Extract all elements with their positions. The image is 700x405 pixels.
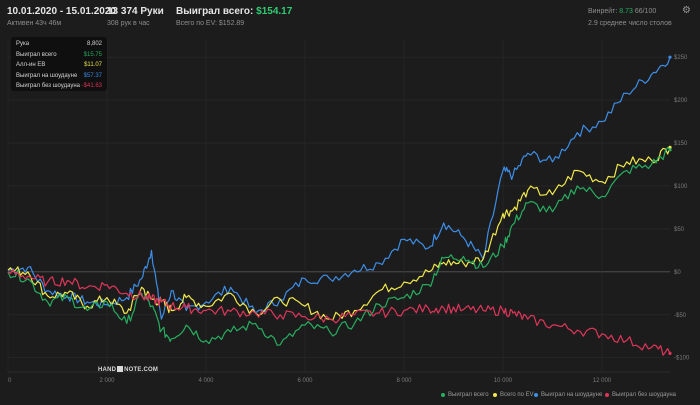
y-axis-ticks: -$100 -$50 $0 $50 $100 $150 $200 $250 — [674, 55, 690, 362]
hands-per-hour: 308 рук в час — [107, 20, 150, 27]
handnote-logo: HAND NOTE.COM — [98, 366, 158, 373]
x-tick-label: 8 000 — [396, 378, 412, 384]
x-axis-ticks: 0 2 000 4 000 6 000 8 000 10 000 12 000 — [8, 378, 612, 384]
y-tick-label: $100 — [674, 184, 688, 190]
hands-block: 13 374 Руки 308 рук в час — [107, 6, 164, 29]
y-tick-label: $250 — [674, 55, 688, 61]
x-tick-label: 10 000 — [494, 378, 513, 384]
series-end-point — [668, 351, 672, 356]
logo-left: HAND — [98, 367, 117, 373]
winrate-label: Винрейт: — [588, 8, 618, 15]
series-line — [7, 147, 671, 321]
legend-dot-icon — [605, 393, 609, 397]
y-tick-label: $150 — [674, 141, 688, 147]
series-end-point — [668, 148, 672, 152]
y-tick-label: -$100 — [674, 356, 690, 362]
legend-dot-icon — [493, 393, 497, 397]
tooltip-row-hand: Рука 8,802 — [16, 41, 102, 47]
series-line — [7, 57, 671, 320]
x-tick-label: 4 000 — [198, 378, 214, 384]
won-total-value: $154.17 — [256, 6, 293, 17]
winrate-block: Винрейт: 8.73 66/100 2.9 среднее число с… — [588, 6, 672, 29]
legend-dot-icon — [534, 393, 538, 397]
logo-right: NOTE.COM — [124, 367, 159, 373]
won-block: Выиграл всего: $154.17 Всего по EV: $152… — [176, 6, 292, 29]
y-tick-label: $0 — [674, 270, 681, 276]
legend-item-sd[interactable]: Выиграл на шоудауне — [534, 392, 602, 398]
x-tick-label: 0 — [8, 378, 12, 384]
active-time: Активен 43ч 46м — [7, 20, 62, 27]
series-end-point — [668, 145, 672, 149]
legend-dot-icon — [441, 393, 445, 397]
avg-tables: 2.9 среднее число столов — [588, 20, 672, 27]
logo-mark-icon — [117, 366, 124, 372]
chart-series — [7, 55, 672, 356]
date-range-block: 10.01.2020 - 15.01.2020 Активен 43ч 46м — [7, 6, 116, 29]
series-end-point — [668, 55, 672, 59]
tooltip-row-sd: Выиграл на шоудауне $57.37 — [16, 72, 102, 79]
gear-icon[interactable]: ⚙ — [682, 5, 691, 16]
tooltip-row-ev: Алл-ин EB $11.07 — [16, 62, 102, 69]
series-line — [7, 146, 671, 346]
chart-grid — [7, 40, 670, 373]
tooltip-row-nsd: Выиграл без шоудауна -$41.63 — [16, 83, 102, 90]
winrate-value: 8.73 — [619, 8, 633, 15]
ev-total: Всего по EV: $152.89 — [176, 20, 245, 27]
tooltip-row-won: Выиграл всего $15.75 — [16, 51, 102, 58]
stats-header: 10.01.2020 - 15.01.2020 Активен 43ч 46м … — [0, 0, 700, 30]
y-tick-label: -$50 — [674, 313, 687, 319]
legend-item-won[interactable]: Выиграл всего — [441, 392, 489, 398]
legend-item-ev[interactable]: Всего по EV — [493, 392, 534, 398]
date-range: 10.01.2020 - 15.01.2020 — [7, 6, 116, 17]
legend-item-nsd[interactable]: Выиграл без шоудауна — [605, 392, 676, 398]
x-tick-label: 12 000 — [593, 378, 612, 384]
winrate-rest: 66/100 — [634, 8, 657, 15]
won-total-label: Выиграл всего: — [176, 6, 254, 17]
x-tick-label: 6 000 — [297, 378, 313, 384]
hover-tooltip: Рука 8,802 Выиграл всего $15.75 Алл-ин EB $… — [11, 37, 107, 91]
y-tick-label: $200 — [674, 98, 688, 104]
hands-count: 13 374 Руки — [107, 6, 164, 17]
y-tick-label: $50 — [674, 227, 685, 233]
x-tick-label: 2 000 — [99, 378, 115, 384]
series-line — [7, 269, 671, 356]
